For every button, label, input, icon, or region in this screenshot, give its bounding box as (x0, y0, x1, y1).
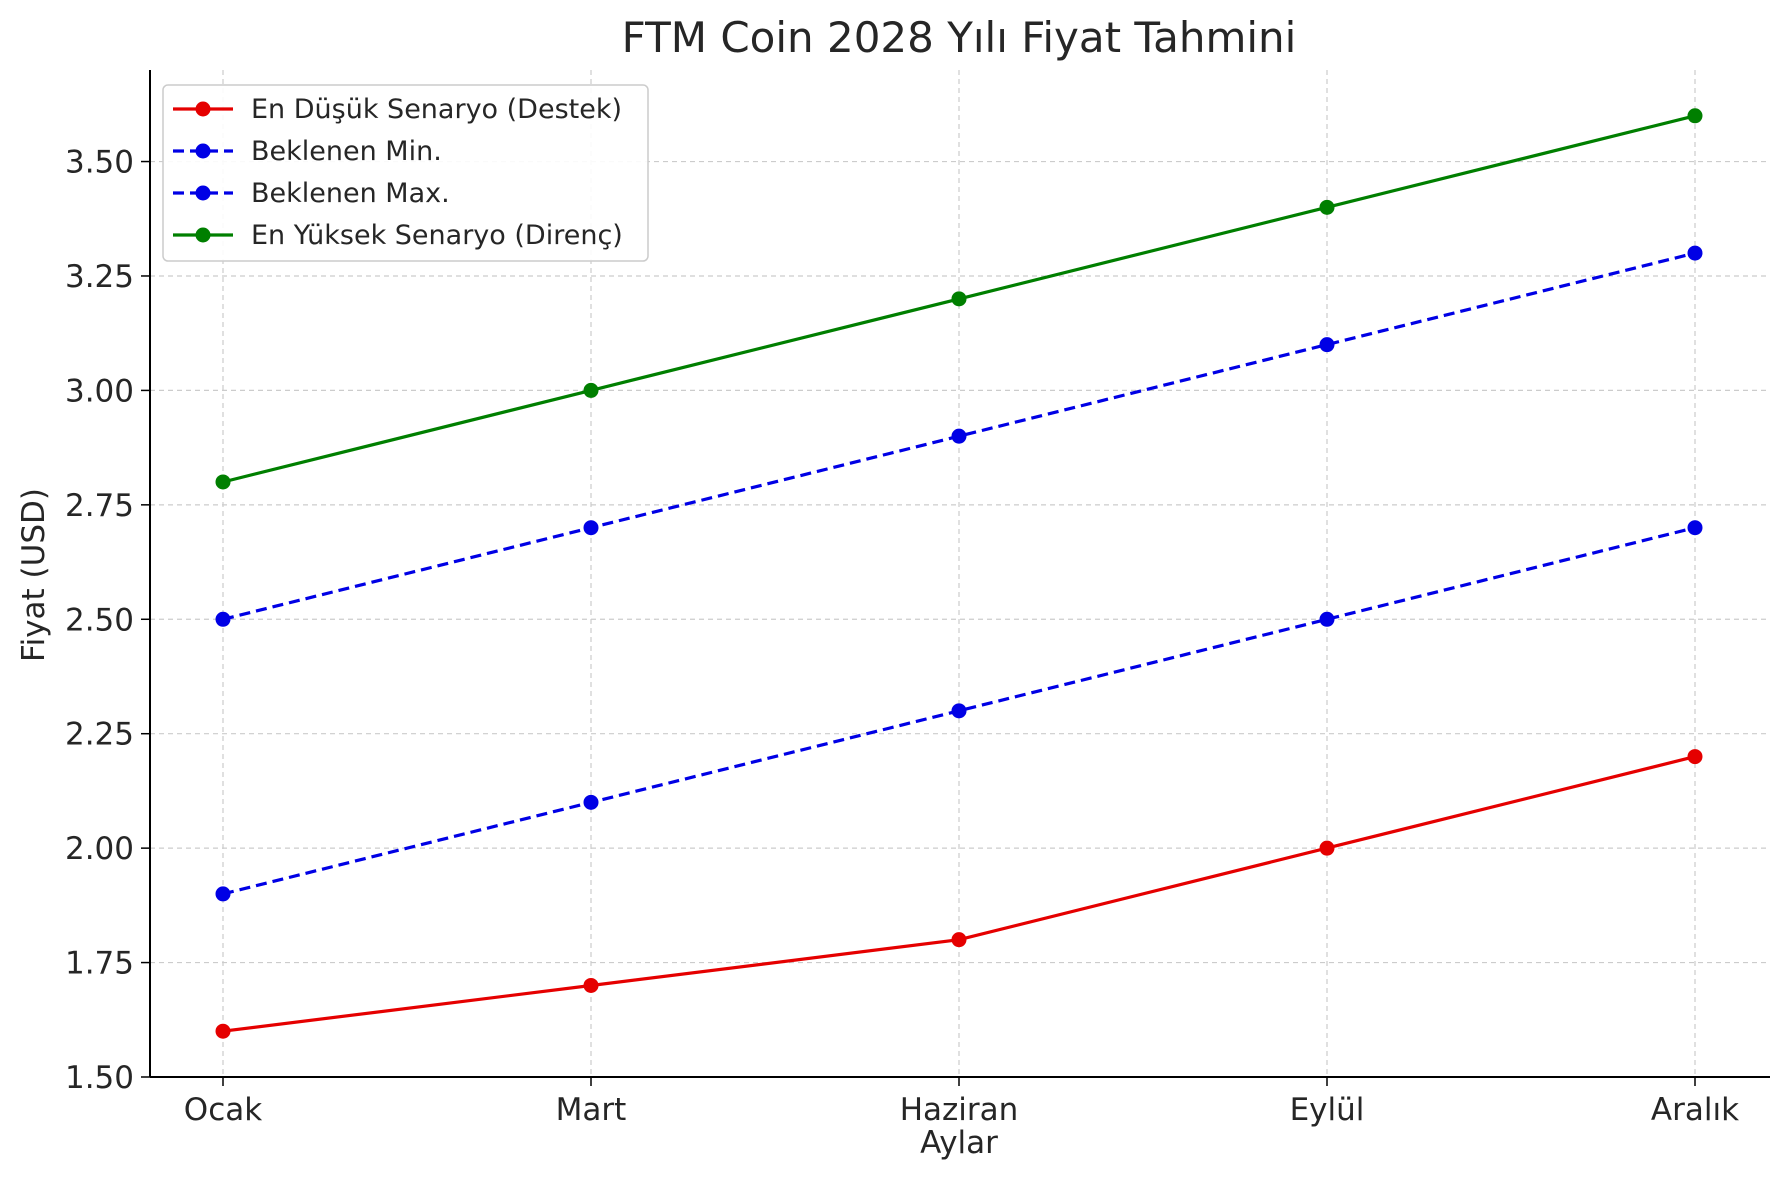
data-point (1687, 108, 1703, 124)
data-point (583, 520, 599, 536)
data-point (583, 382, 599, 398)
data-point (1687, 245, 1703, 261)
legend-label: En Yüksek Senaryo (Direnç) (251, 220, 623, 251)
data-point (1319, 199, 1335, 215)
data-point (951, 291, 967, 307)
legend-marker (195, 185, 211, 201)
x-axis-ticks: Ocak Mart Haziran Eylül Aralık (184, 1077, 1739, 1128)
x-tick-label: Haziran (900, 1092, 1019, 1128)
data-point (951, 428, 967, 444)
data-point (215, 611, 231, 627)
x-tick-label: Eylül (1290, 1092, 1365, 1128)
legend-box (162, 84, 649, 262)
y-tick-label: 2.25 (65, 717, 134, 753)
y-tick-label: 3.50 (65, 145, 134, 181)
y-axis-label: Fiyat (USD) (16, 488, 52, 662)
legend-label: Beklenen Min. (251, 136, 442, 167)
x-tick-label: Mart (556, 1092, 627, 1128)
data-point (1687, 520, 1703, 536)
data-point (1319, 611, 1335, 627)
y-tick-label: 2.50 (65, 602, 134, 638)
y-tick-label: 3.00 (65, 373, 134, 409)
plot-area (215, 108, 1703, 1039)
legend-marker (195, 227, 211, 243)
data-point (1319, 337, 1335, 353)
y-tick-label: 2.00 (65, 831, 134, 867)
legend-marker (195, 101, 211, 117)
y-tick-label: 1.75 (65, 946, 134, 982)
y-axis-ticks: 1.50 1.75 2.00 2.25 2.50 2.75 3.00 3.25 3.50 (65, 145, 150, 1096)
y-tick-label: 3.25 (65, 259, 134, 295)
data-point (951, 932, 967, 948)
chart-title: FTM Coin 2028 Yılı Fiyat Tahmini (622, 13, 1297, 62)
x-tick-label: Ocak (184, 1092, 262, 1128)
legend-marker (195, 143, 211, 159)
legend: En Düşük Senaryo (Destek) Beklenen Min. Be… (162, 84, 649, 262)
data-point (215, 886, 231, 902)
data-point (1319, 840, 1335, 856)
data-point (951, 703, 967, 719)
data-point (215, 1023, 231, 1039)
data-point (215, 474, 231, 490)
legend-label: En Düşük Senaryo (Destek) (251, 94, 622, 125)
x-tick-label: Aralık (1651, 1092, 1739, 1128)
y-tick-label: 1.50 (65, 1060, 134, 1096)
y-tick-label: 2.75 (65, 488, 134, 524)
data-point (583, 794, 599, 810)
data-point (583, 977, 599, 993)
legend-label: Beklenen Max. (251, 178, 450, 209)
data-point (1687, 749, 1703, 765)
axes (149, 70, 1770, 1078)
x-axis-label: Aylar (920, 1125, 998, 1161)
